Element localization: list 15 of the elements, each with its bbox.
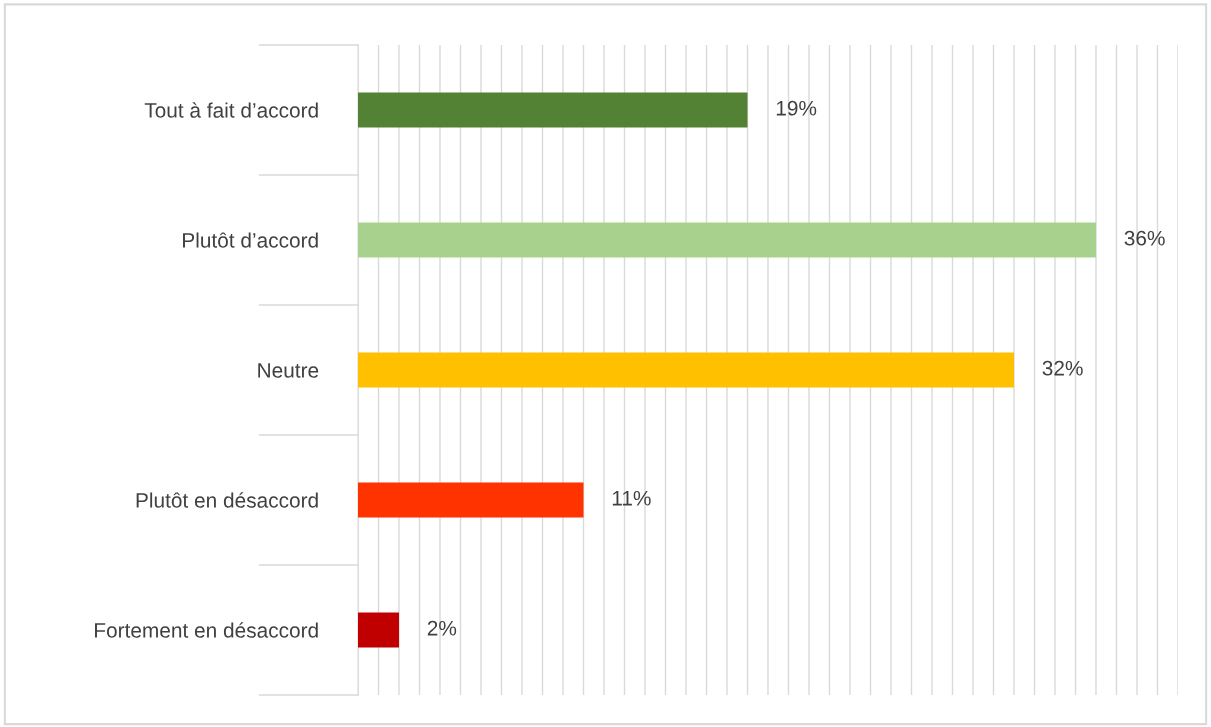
- bar: [358, 612, 399, 648]
- y-tick-label: Plutôt d’accord: [183, 232, 318, 248]
- data-label: 36%: [1124, 230, 1165, 246]
- y-tick-label: Fortement en désaccord: [95, 622, 318, 638]
- data-label: 32%: [1042, 360, 1083, 376]
- y-tick-label: Tout à fait d’accord: [144, 102, 318, 118]
- data-label: 11%: [612, 490, 651, 506]
- bar: [358, 222, 1096, 258]
- bar: [358, 92, 748, 128]
- data-label: 2%: [427, 620, 457, 636]
- data-label: 19%: [776, 100, 817, 116]
- y-tick-label: Neutre: [258, 363, 319, 378]
- y-tick-label: Plutôt en désaccord: [136, 492, 318, 508]
- bar: [358, 352, 1014, 388]
- bar: [358, 482, 584, 518]
